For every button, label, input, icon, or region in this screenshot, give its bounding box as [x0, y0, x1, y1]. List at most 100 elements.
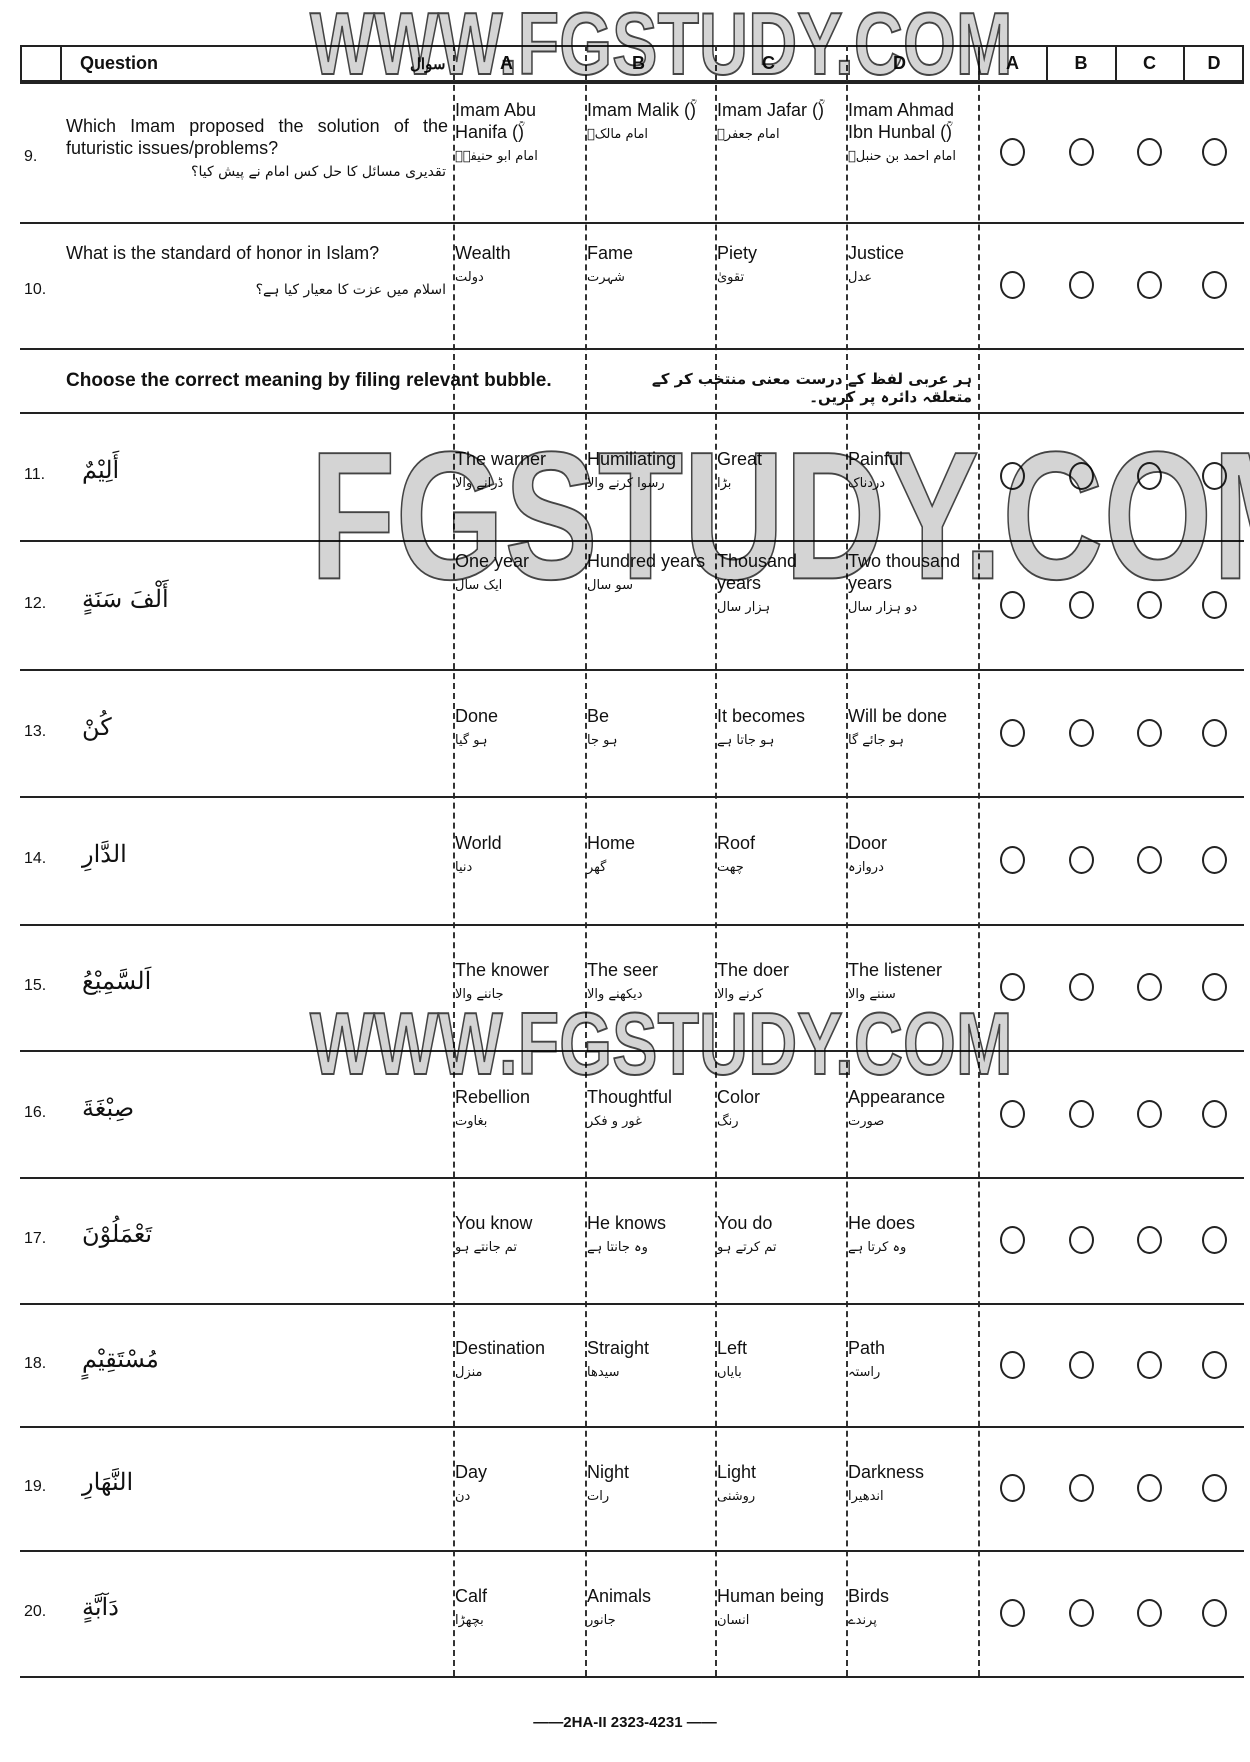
answer-bubble-c[interactable] [1137, 462, 1162, 490]
option-english: Done [455, 705, 499, 726]
answer-bubble-b[interactable] [1068, 718, 1094, 747]
arabic-word: تَعْمَلُوْنَ [82, 1220, 153, 1248]
row-divider [20, 796, 1244, 798]
option-english: He knows [587, 1213, 667, 1234]
option-a: Day دن [455, 1461, 580, 1504]
answer-bubble-d[interactable] [1201, 462, 1227, 490]
answer-bubble-a[interactable] [1000, 973, 1025, 1001]
option-english: Thoughtful [587, 1086, 673, 1107]
answer-bubble-a[interactable] [1000, 1474, 1025, 1502]
answer-bubble-c[interactable] [1137, 1099, 1162, 1128]
option-urdu: دو ہزار سال [848, 600, 918, 616]
answer-bubble-d[interactable] [1201, 590, 1227, 619]
header-option-b: B [632, 53, 645, 73]
option-a: Imam Abu Hanifa (ؒ) امام ابو حنیفہؒ [455, 99, 580, 164]
question-number: 14. [24, 850, 47, 867]
question-text: Which Imam proposed the solution of the … [66, 116, 448, 158]
answer-bubble-d[interactable] [1201, 138, 1227, 166]
answer-bubble-b[interactable] [1068, 1599, 1094, 1627]
answer-bubble-c[interactable] [1137, 1350, 1162, 1379]
answer-bubble-a[interactable] [1000, 846, 1025, 874]
answer-bubble-b[interactable] [1068, 973, 1094, 1001]
answer-bubble-d[interactable] [1201, 1474, 1227, 1502]
answer-bubble-b[interactable] [1068, 846, 1094, 874]
option-urdu: دولت [455, 270, 484, 286]
answer-bubble-a[interactable] [1000, 138, 1025, 166]
option-urdu: ہو جاتا ہے [717, 732, 775, 748]
row-divider [20, 1303, 1244, 1305]
answer-bubble-b[interactable] [1068, 271, 1094, 299]
answer-bubble-b[interactable] [1068, 1099, 1094, 1128]
option-a: Rebellion بغاوت [455, 1086, 580, 1129]
row-divider [20, 1177, 1244, 1179]
answer-bubble-b[interactable] [1068, 1226, 1094, 1254]
option-d: He does وہ کرتا ہے [848, 1212, 973, 1255]
answer-bubble-c[interactable] [1137, 1474, 1162, 1502]
answer-bubble-c[interactable] [1137, 138, 1162, 166]
answer-bubble-d[interactable] [1201, 1599, 1227, 1627]
option-english: It becomes [717, 705, 806, 726]
row-divider [20, 924, 1244, 926]
option-english: Justice [848, 243, 905, 264]
option-urdu: ہو گیا [455, 732, 488, 748]
answer-bubble-c[interactable] [1137, 590, 1162, 619]
option-english: He does [848, 1213, 916, 1234]
answer-bubble-c[interactable] [1137, 271, 1162, 299]
option-urdu: دن [455, 1488, 471, 1504]
answer-bubble-d[interactable] [1201, 1099, 1227, 1128]
answer-bubble-b[interactable] [1068, 1350, 1094, 1379]
option-english: One year [455, 551, 530, 572]
answer-bubble-d[interactable] [1201, 271, 1227, 299]
answer-bubble-a[interactable] [1000, 1226, 1025, 1254]
option-d: Justice عدل [848, 242, 973, 285]
option-urdu: اندھیرا [848, 1488, 884, 1504]
answer-bubble-b[interactable] [1068, 462, 1094, 490]
answer-bubble-b[interactable] [1068, 1474, 1094, 1502]
answer-bubble-c[interactable] [1137, 846, 1162, 874]
option-b: Imam Malik (ؒ) امام مالکؒ [587, 99, 712, 142]
answer-bubble-a[interactable] [1000, 462, 1025, 490]
option-b: Thoughtful غور و فکر [587, 1086, 712, 1129]
watermark-middle: WWW.FGSTUDY.COM [309, 994, 1013, 1095]
answer-bubble-a[interactable] [1000, 271, 1025, 299]
question-number: 12. [24, 594, 47, 612]
column-divider [715, 45, 717, 1676]
option-english: Human being [717, 1586, 825, 1607]
option-b: Be ہو جا [587, 705, 712, 748]
answer-bubble-a[interactable] [1000, 1099, 1025, 1128]
answer-bubble-d[interactable] [1201, 846, 1227, 874]
option-english: Hundred years [587, 551, 706, 572]
question-number: 9. [24, 148, 38, 165]
option-english: Home [587, 832, 636, 853]
answer-bubble-a[interactable] [1000, 590, 1025, 619]
option-urdu: دردناک [848, 475, 886, 491]
answer-bubble-b[interactable] [1068, 590, 1094, 619]
answer-bubble-d[interactable] [1201, 1226, 1227, 1254]
answer-bubble-a[interactable] [1000, 1350, 1025, 1379]
question-number: 11. [24, 466, 46, 483]
option-c: Light روشنی [717, 1461, 842, 1504]
option-english: Straight [587, 1338, 650, 1359]
option-c: Piety تقویٰ [717, 242, 842, 285]
answer-bubble-d[interactable] [1201, 1350, 1227, 1379]
option-urdu: امام ابو حنیفہؒ [455, 148, 538, 164]
question-number: 19. [24, 1478, 47, 1495]
arabic-word: اَلسَّمِيْعُ [82, 967, 152, 995]
answer-bubble-c[interactable] [1137, 1599, 1162, 1627]
answer-bubble-d[interactable] [1201, 973, 1227, 1001]
answer-bubble-b[interactable] [1068, 138, 1094, 166]
question-number: 17. [24, 1230, 47, 1247]
instruction-text-urdu: ہر عربی لفظ کے درست معنی منتخب کر کے متع… [651, 370, 972, 406]
option-a: The warner ڈرانے والا [455, 448, 580, 491]
answer-bubble-a[interactable] [1000, 1599, 1025, 1627]
option-english: Imam Ahmad Ibn Hunbal (ؒ) [848, 99, 955, 142]
header-answer-cell-d [1183, 45, 1244, 82]
question-text-urdu: تقدیری مسائل کا حل کس امام نے پیش کیا؟ [191, 164, 446, 180]
answer-bubble-c[interactable] [1137, 1226, 1162, 1254]
answer-bubble-a[interactable] [1000, 718, 1025, 747]
option-b: He knows وہ جانتا ہے [587, 1212, 712, 1255]
option-urdu: سو سال [587, 578, 634, 594]
answer-bubble-c[interactable] [1137, 973, 1162, 1001]
answer-bubble-c[interactable] [1137, 718, 1162, 747]
answer-bubble-d[interactable] [1201, 718, 1227, 747]
